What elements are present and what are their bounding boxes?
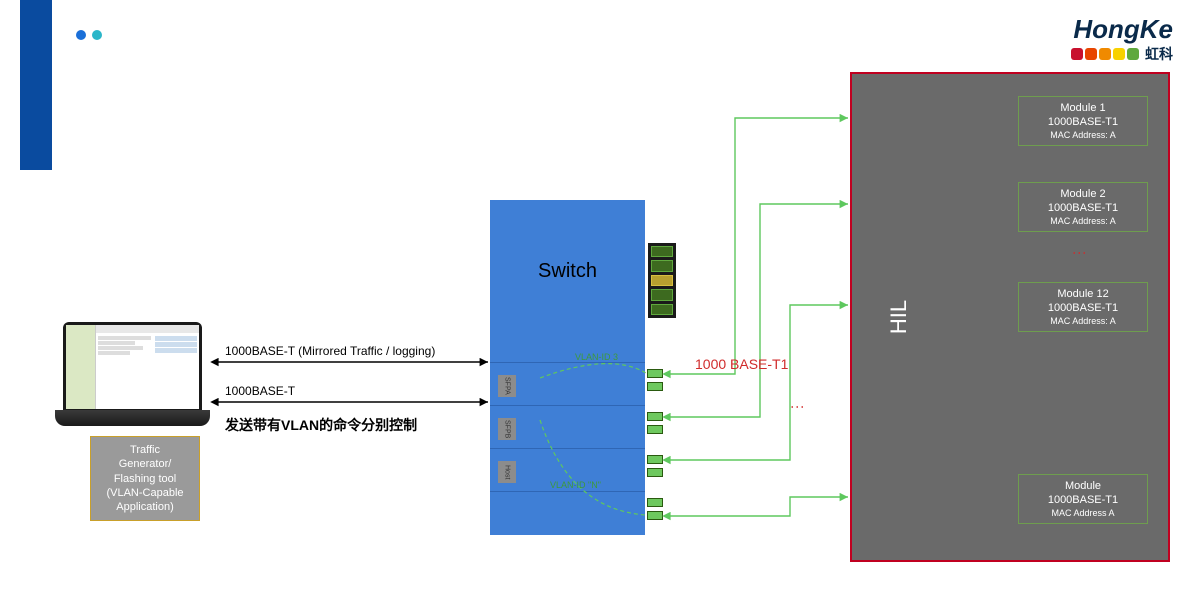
switch-port-6 — [647, 468, 663, 477]
dot-2 — [92, 30, 102, 40]
module-2-sub: 1000BASE-T1 — [1027, 201, 1139, 215]
switch-port-3 — [647, 412, 663, 421]
logo: HongKe 虹科 — [1071, 16, 1173, 64]
arrow-sub-label: 发送带有VLAN的命令分别控制 — [225, 415, 417, 435]
module-n-title: Module — [1027, 479, 1139, 493]
logo-brand2: Ke — [1140, 14, 1173, 44]
module-1: Module 1 1000BASE-T1 MAC Address: A — [1018, 96, 1148, 146]
module-1-title: Module 1 — [1027, 101, 1139, 115]
vlan-label-top: VLAN-ID 3 — [575, 352, 618, 362]
module-n-sub: 1000BASE-T1 — [1027, 493, 1139, 507]
logo-brand1: Hong — [1073, 14, 1139, 44]
module-1-sub: 1000BASE-T1 — [1027, 115, 1139, 129]
sfp-a: SFPA — [504, 377, 511, 395]
module-12-title: Module 12 — [1027, 287, 1139, 301]
traffic-box: Traffic Generator/ Flashing tool (VLAN-C… — [90, 436, 200, 521]
module-2-title: Module 2 — [1027, 187, 1139, 201]
module-1-mac: MAC Address: A — [1027, 130, 1139, 142]
sfp-b: SFPB — [504, 420, 511, 438]
switch-port-5 — [647, 455, 663, 464]
switch-title: Switch — [490, 260, 645, 283]
module-12: Module 12 1000BASE-T1 MAC Address: A — [1018, 282, 1148, 332]
traffic-line1: Traffic — [95, 443, 195, 457]
module-2-mac: MAC Address: A — [1027, 216, 1139, 228]
module-ellipsis: ⋮ — [1072, 246, 1088, 262]
module-12-mac: MAC Address: A — [1027, 316, 1139, 328]
arrow-mid-label: 1000BASE-T — [225, 384, 295, 398]
traffic-line2: Generator/ — [95, 457, 195, 471]
bluebar — [20, 0, 52, 170]
hil-box: HIL Module 1 1000BASE-T1 MAC Address: A … — [850, 72, 1170, 562]
vlan-label-bot: VLAN-ID "N" — [550, 480, 601, 490]
switch-port-8 — [647, 511, 663, 520]
traffic-line3: Flashing tool — [95, 472, 195, 486]
module-n-mac: MAC Address A — [1027, 508, 1139, 520]
module-2: Module 2 1000BASE-T1 MAC Address: A — [1018, 182, 1148, 232]
traffic-line5: Application) — [95, 500, 195, 514]
port-block-top — [648, 243, 676, 318]
arrow-top-label: 1000BASE-T (Mirrored Traffic / logging) — [225, 344, 435, 358]
sfp-host: Host — [504, 465, 511, 479]
switch-port-1 — [647, 369, 663, 378]
dot-1 — [76, 30, 86, 40]
switch-port-4 — [647, 425, 663, 434]
switch-port-7 — [647, 498, 663, 507]
laptop — [55, 322, 210, 427]
hil-title: HIL — [886, 300, 912, 334]
module-12-sub: 1000BASE-T1 — [1027, 301, 1139, 315]
link-label: 1000 BASE-T1 — [695, 356, 788, 372]
link-ellipsis: ⋮ — [790, 400, 806, 414]
switch-port-2 — [647, 382, 663, 391]
traffic-line4: (VLAN-Capable — [95, 486, 195, 500]
logo-sub: 虹科 — [1145, 44, 1173, 64]
module-n: Module 1000BASE-T1 MAC Address A — [1018, 474, 1148, 524]
